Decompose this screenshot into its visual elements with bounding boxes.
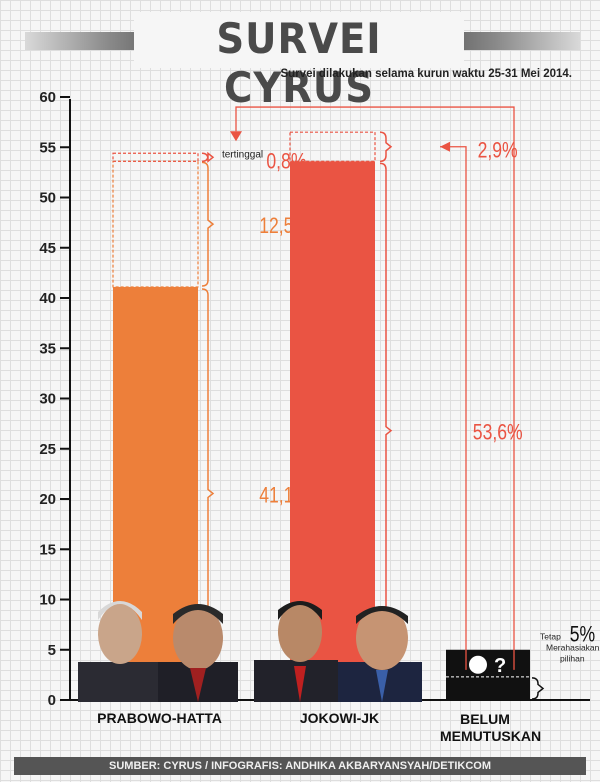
y-tick-label: 30: [39, 391, 56, 408]
title-box: [134, 12, 464, 68]
prabowo-hatta-photo: [78, 590, 238, 702]
bar-belum-memutuskan: [446, 649, 530, 700]
brace-secret: [531, 677, 545, 700]
y-tick-label: 45: [39, 240, 56, 257]
swing-box-jokowi: [289, 131, 376, 162]
secret-note: Tetap Merahasiakan pilihan: [540, 632, 600, 664]
candidate-portrait-icon: [78, 601, 238, 702]
candidate-portrait-icon: [254, 601, 422, 702]
y-tick-label: 60: [39, 89, 56, 106]
jokowi-jk-photo: [254, 590, 422, 702]
arrow-head-jokowi: [440, 141, 450, 152]
unsure-face-icon: [469, 655, 487, 674]
value-label-belum: 5%: [570, 623, 595, 647]
gap-box-prabowo: [112, 160, 199, 288]
category-label-jokowi: JOKOWI-JK: [299, 710, 380, 726]
brace-gap: [201, 161, 215, 287]
brace-swing-jokowi: [379, 131, 393, 163]
y-tick-label: 35: [39, 340, 56, 357]
brace-swing-prabowo: [201, 151, 215, 163]
y-tick-label: 25: [39, 441, 56, 458]
source-footer: SUMBER: CYRUS / INFOGRAFIS: ANDHIKA AKBA…: [14, 757, 586, 775]
y-tick-label: 55: [39, 139, 56, 156]
chart-title: SURVEI CYRUS: [216, 14, 382, 112]
chart-subtitle: Survei dilakukan selama kurun waktu 25-3…: [280, 68, 572, 80]
category-label-belum: BELUM MEMUTUSKAN: [440, 711, 542, 744]
y-tick-label: 15: [39, 541, 56, 558]
y-tick-label: 10: [39, 592, 56, 609]
value-label-jokowi: 53,6%: [473, 421, 523, 445]
arrow-head-prabowo: [230, 131, 242, 142]
y-tick-label: 50: [39, 190, 56, 207]
y-tick-label: 5: [48, 642, 56, 659]
gap-note: tertinggal: [222, 149, 263, 160]
y-tick-label: 40: [39, 290, 56, 307]
question-mark-icon: ?: [494, 655, 506, 677]
swing-box-prabowo: [112, 152, 199, 162]
y-tick-label: 0: [48, 692, 56, 709]
y-tick-label: 20: [39, 491, 56, 508]
arrow-line-to-prabowo: [235, 106, 515, 670]
swing-label-jokowi: 2,9%: [478, 139, 518, 163]
arrow-line-to-jokowi: [440, 146, 467, 670]
category-label-prabowo: PRABOWO-HATTA: [97, 710, 222, 726]
